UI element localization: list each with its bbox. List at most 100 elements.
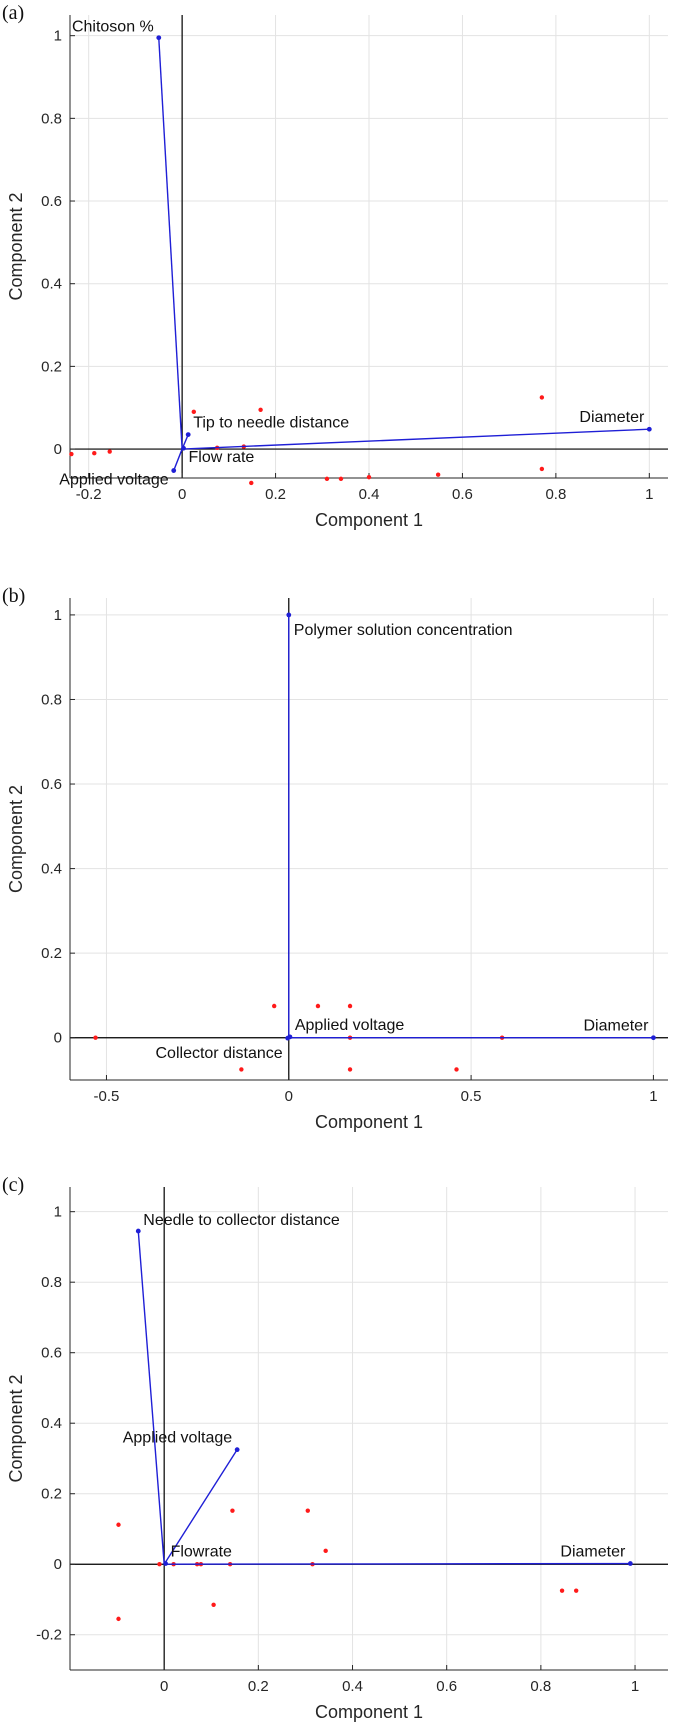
loading-vector	[163, 1449, 238, 1565]
vector-endpoint	[156, 35, 162, 41]
data-point	[559, 1588, 565, 1593]
chart-panel-3: 0 0.2 0.4 0.6 0.8 1 -0.2 0 0.2 0.4 0.6 0.8 1 Componen…	[2, 1174, 668, 1722]
x-tick-label: 0.6	[436, 1678, 457, 1695]
vector-label: Chitoson %	[72, 19, 154, 36]
plot-area	[70, 1187, 668, 1670]
y-tick-label: 1	[54, 28, 62, 45]
y-axis-label: Component 2	[6, 1374, 26, 1482]
vector-endpoint	[646, 426, 652, 432]
vector-endpoint	[286, 612, 292, 618]
data-point	[454, 1067, 459, 1072]
vector-endpoint	[651, 1035, 656, 1041]
vector-label: Polymer solution concentration	[294, 622, 513, 639]
x-tick-label: 0.8	[530, 1678, 551, 1695]
y-tick-label: 0.8	[41, 110, 62, 127]
data-point	[92, 450, 97, 456]
loading-vector	[182, 428, 650, 450]
x-tick-label: 0	[160, 1678, 168, 1695]
x-tick-label: 0.2	[248, 1678, 269, 1695]
y-tick-label: 0.4	[41, 861, 62, 878]
vector-endpoint	[234, 1447, 240, 1453]
loading-vector	[164, 1562, 631, 1565]
vector-endpoint	[135, 1228, 141, 1234]
y-tick-label: 0.8	[41, 691, 62, 708]
y-tick-label: 0	[54, 441, 62, 458]
vector-label: Tip to needle distance	[193, 415, 349, 432]
data-point	[573, 1588, 579, 1593]
loading-vector	[158, 37, 183, 450]
data-point	[323, 1548, 328, 1554]
vector-label: Flow rate	[189, 449, 255, 466]
chart-panel-2: -0.5 0 0.5 1 0 0.2 0.4 0.6 0.8 1 Component 1 Compon…	[2, 585, 668, 1132]
data-point	[347, 1003, 353, 1009]
y-tick-label: 0.6	[41, 193, 62, 210]
x-tick-label: -0.2	[76, 486, 102, 503]
x-tick-label: 0.4	[359, 486, 380, 503]
y-tick-label: 0.2	[41, 358, 62, 375]
data-point	[211, 1602, 216, 1607]
panel-label: (c)	[2, 1174, 24, 1196]
x-tick-label: 0.4	[342, 1678, 363, 1695]
y-tick-label: 0.6	[41, 776, 62, 793]
x-tick-label: 0.2	[265, 486, 286, 503]
data-point	[347, 1067, 353, 1072]
data-point	[239, 1067, 244, 1072]
x-axis-label: Component 1	[315, 510, 423, 530]
chart-panel-1: -0.2 0 0.2 0.4 0.6 0.8 1 0 0.2 0.4 0.6 0.8 1 Componen…	[2, 2, 668, 530]
y-tick-label: 0.6	[41, 1345, 62, 1362]
data-point	[258, 407, 263, 412]
y-tick-label: 0.8	[41, 1274, 62, 1291]
data-point	[539, 466, 545, 472]
vector-label: Needle to collector distance	[143, 1212, 340, 1229]
x-tick-label: 1	[631, 1678, 639, 1695]
y-tick-label: 0.4	[41, 276, 62, 293]
panel-label: (a)	[2, 2, 24, 24]
x-tick-label: 0.5	[461, 1088, 482, 1105]
y-tick-label: 1	[54, 1204, 62, 1221]
y-tick-label: 0.2	[41, 1486, 62, 1503]
x-axis-label: Component 1	[315, 1702, 423, 1722]
data-point	[324, 476, 330, 482]
vector-label: Diameter	[584, 1018, 650, 1035]
vector-endpoint	[163, 1561, 168, 1566]
vector-label: Diameter	[579, 409, 645, 426]
plot-area	[70, 598, 668, 1080]
data-point	[249, 480, 254, 486]
data-point	[69, 451, 74, 457]
x-tick-label: 1	[645, 486, 653, 503]
data-point	[539, 395, 545, 400]
y-axis-label: Component 2	[6, 192, 26, 300]
data-point	[116, 1616, 121, 1622]
vector-label: Applied voltage	[59, 472, 169, 489]
data-point	[271, 1003, 277, 1009]
vector-endpoint	[627, 1561, 633, 1566]
x-tick-label: -0.5	[94, 1088, 120, 1105]
y-tick-label: 0.4	[41, 1415, 62, 1432]
y-axis-label: Component 2	[6, 785, 26, 893]
loading-vector	[137, 1231, 165, 1565]
y-tick-label: 0	[54, 1030, 62, 1047]
vector-label: Collector distance	[156, 1045, 283, 1062]
vector-endpoint	[285, 1035, 291, 1041]
x-tick-label: 0.6	[452, 486, 473, 503]
y-tick-label: 1	[54, 607, 62, 624]
x-tick-label: 0	[285, 1088, 293, 1105]
data-point	[116, 1522, 121, 1527]
data-point	[230, 1508, 235, 1513]
data-point	[93, 1035, 98, 1040]
vector-label: Flowrate	[171, 1544, 232, 1561]
data-point	[107, 449, 112, 454]
vector-label: Applied voltage	[295, 1017, 405, 1034]
x-tick-label: 0	[178, 486, 186, 503]
x-axis-label: Component 1	[315, 1112, 423, 1132]
data-point	[191, 409, 197, 415]
vector-endpoint	[185, 432, 191, 437]
data-point	[305, 1508, 310, 1513]
x-tick-label: 1	[649, 1088, 657, 1105]
data-point	[366, 474, 372, 480]
y-tick-label: 0.2	[41, 945, 62, 962]
data-point	[338, 476, 344, 482]
data-point	[315, 1003, 321, 1009]
x-tick-label: 0.8	[545, 486, 566, 503]
